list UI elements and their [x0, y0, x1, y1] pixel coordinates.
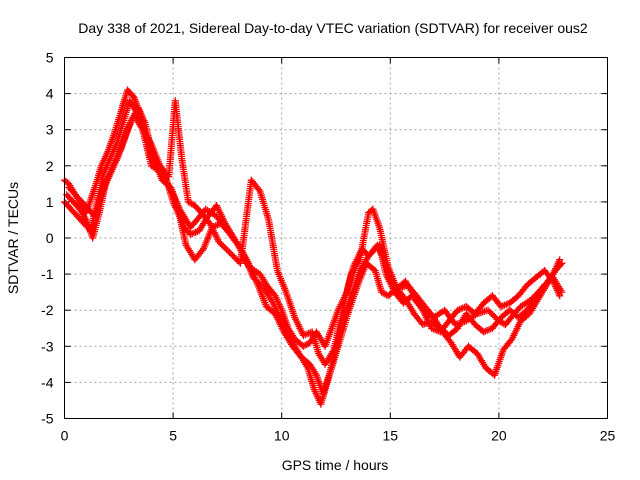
y-tick-label: 0: [46, 230, 54, 246]
tick-labels: 0 5 10 15 20 25 -5 -4 -3 -2 -1 0 1 2 3 4 5: [41, 50, 615, 444]
y-tick-label: -2: [41, 302, 54, 318]
series-track-4: [65, 97, 564, 368]
y-tick-label: 1: [46, 194, 54, 210]
data-point: [218, 241, 226, 249]
data-point: [556, 256, 564, 264]
y-tick-label: -1: [41, 266, 54, 282]
y-tick-label: 3: [46, 122, 54, 138]
x-tick-label: 10: [274, 428, 290, 444]
data-point: [229, 252, 237, 259]
y-tick-label: 5: [46, 50, 54, 66]
data-point: [489, 311, 497, 319]
data-point: [223, 245, 230, 253]
data-point: [233, 256, 241, 264]
y-tick-label: 4: [46, 86, 54, 102]
data-points: [61, 86, 566, 408]
y-tick-label: -5: [41, 411, 54, 427]
x-tick-label: 20: [491, 428, 507, 444]
data-point: [216, 239, 224, 247]
data-point: [487, 309, 495, 317]
data-point: [255, 186, 263, 193]
chart-title: Day 338 of 2021, Sidereal Day-to-day VTE…: [78, 20, 588, 36]
data-point: [219, 242, 227, 250]
y-axis-label: SDTVAR / TECUs: [5, 182, 21, 294]
x-tick-label: 15: [383, 428, 399, 444]
plot-frame: [64, 57, 608, 419]
data-point: [556, 292, 564, 300]
data-point: [230, 253, 238, 261]
data-point: [557, 261, 565, 269]
data-point: [224, 247, 232, 255]
data-point: [490, 312, 498, 320]
data-point: [558, 259, 566, 267]
data-point: [221, 244, 229, 252]
x-tick-label: 25: [600, 428, 616, 444]
data-point: [484, 306, 492, 314]
data-point: [215, 238, 223, 246]
y-tick-label: 2: [46, 158, 54, 174]
x-tick-label: 0: [61, 428, 69, 444]
data-point: [226, 248, 234, 256]
x-tick-label: 5: [169, 428, 177, 444]
data-point: [486, 308, 494, 316]
y-tick-label: -4: [41, 374, 54, 390]
x-axis-label: GPS time / hours: [282, 457, 389, 473]
y-tick-label: -3: [41, 338, 54, 354]
data-point: [227, 250, 235, 258]
